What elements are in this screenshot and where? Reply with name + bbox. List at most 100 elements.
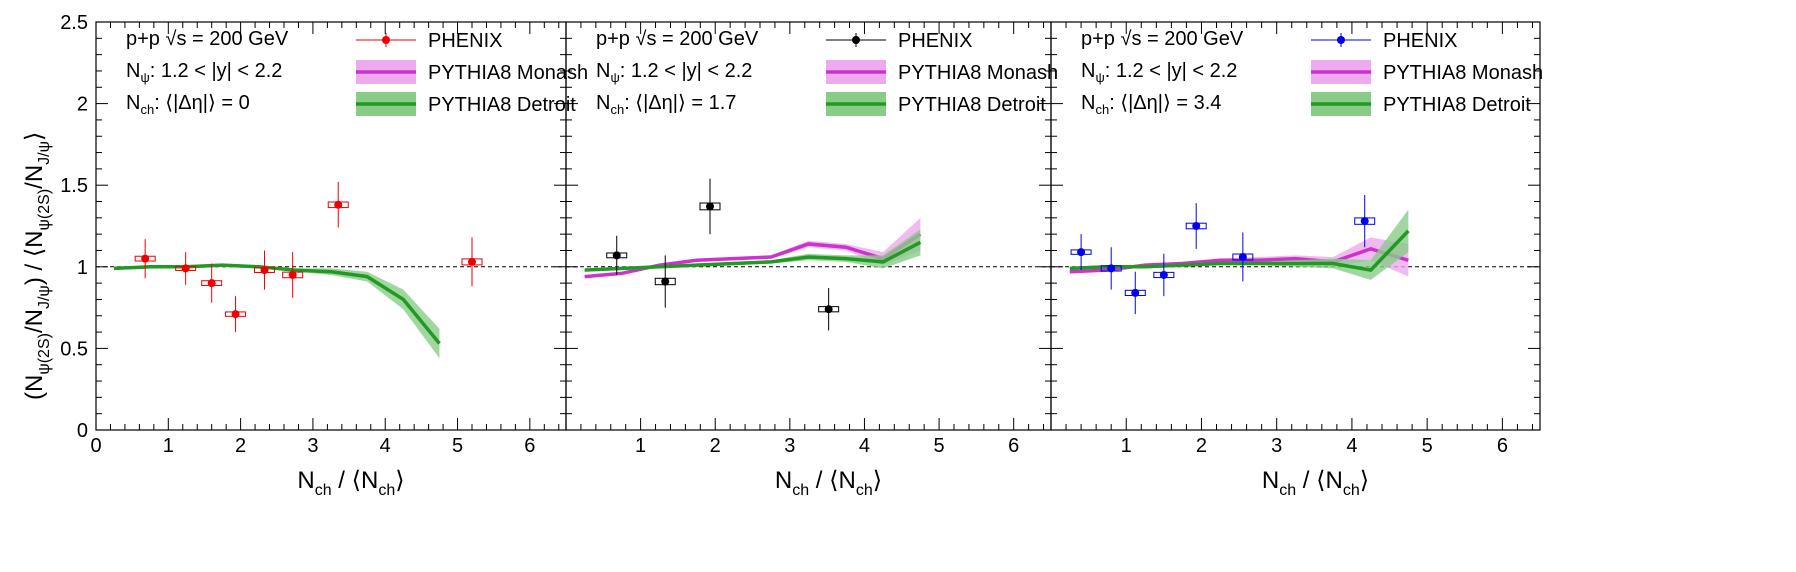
- phenix-point: [1100, 247, 1122, 290]
- legend-monash-label: PYTHIA8 Monash: [898, 62, 1058, 84]
- legend-phenix-label: PHENIX: [1383, 30, 1457, 52]
- x-tick-label: 4: [380, 435, 391, 457]
- pythia8-monash-band: [1069, 237, 1409, 277]
- x-tick-label: 2: [1196, 435, 1207, 457]
- marker: [706, 202, 715, 211]
- marker: [1077, 248, 1086, 257]
- marker: [181, 264, 190, 273]
- legend-monash-label: PYTHIA8 Monash: [1383, 62, 1543, 84]
- marker: [1159, 270, 1168, 279]
- info-text: p+p √s = 200 GeV Nψ: 1.2 < |y| < 2.2 Nch: …: [596, 28, 759, 117]
- pythia8-detroit-band: [584, 229, 921, 272]
- marker: [1360, 217, 1369, 226]
- marker: [207, 279, 216, 288]
- panels: 0 1 2 3 4 5 6 0 0.5 1 1.5 2 2.5 p+p √s = 200 GeV Nψ: 1…: [60, 12, 1543, 499]
- y-tick-label: 1: [77, 257, 88, 279]
- phenix-point: [327, 181, 349, 228]
- x-tick-label: 1: [635, 435, 646, 457]
- panel-frame: [1050, 21, 1541, 431]
- pythia8-detroit-line: [113, 263, 441, 345]
- panel-2: 1 2 3 4 5 6 p+p √s = 200 GeV Nψ: 1.2 < |y| < 2.…: [565, 21, 1058, 499]
- phenix-point: [134, 239, 156, 279]
- marker: [1131, 288, 1140, 297]
- pythia8-detroit-line: [584, 240, 922, 272]
- panel-3: 1 2 3 4 5 6 p+p √s = 200 GeV Nψ: 1.2 < |y| < 2.…: [1050, 21, 1543, 499]
- y-tick-label: 2.5: [60, 12, 88, 34]
- x-tick-label: 2: [235, 435, 246, 457]
- x-tick-label: 6: [1497, 435, 1508, 457]
- phenix-point: [225, 296, 247, 333]
- pythia8-detroit-line: [1069, 229, 1410, 272]
- legend: PHENIX PYTHIA8 Monash PYTHIA8 Detroit: [826, 30, 1058, 116]
- marker: [1238, 253, 1247, 262]
- legend-phenix-label: PHENIX: [428, 30, 502, 52]
- legend: PHENIX PYTHIA8 Monash PYTHIA8 Detroit: [1311, 30, 1543, 116]
- rapidity-label: Nψ: 1.2 < |y| < 2.2: [126, 60, 282, 85]
- x-tick-label: 1: [1121, 435, 1132, 457]
- panel-1: 0 1 2 3 4 5 6 0 0.5 1 1.5 2 2.5 p+p √s = 200 GeV Nψ: 1…: [60, 12, 588, 499]
- legend-phenix-marker: [852, 36, 860, 44]
- x-tick-label: 3: [1271, 435, 1282, 457]
- info-text: p+p √s = 200 GeV Nψ: 1.2 < |y| < 2.2 Nch: …: [126, 28, 289, 117]
- x-axis-title: Nch / ⟨Nch⟩: [775, 467, 882, 499]
- y-tick-label: 2: [77, 94, 88, 116]
- x-axis-title: Nch / ⟨Nch⟩: [297, 467, 404, 499]
- marker: [1192, 222, 1201, 230]
- phenix-point: [606, 235, 628, 275]
- phenix-point: [1153, 253, 1175, 297]
- collision-label: p+p √s = 200 GeV: [596, 28, 759, 50]
- x-tick-label: 0: [90, 435, 101, 457]
- phenix-point: [818, 288, 840, 331]
- x-tick-label: 2: [710, 435, 721, 457]
- legend-detroit-label: PYTHIA8 Detroit: [898, 94, 1046, 116]
- rapidity-label: Nψ: 1.2 < |y| < 2.2: [596, 60, 752, 85]
- x-tick-label: 4: [859, 435, 870, 457]
- phenix-point: [1185, 203, 1207, 249]
- x-tick-label: 6: [1008, 435, 1019, 457]
- x-tick-label: 5: [452, 435, 463, 457]
- y-tick-label: 0.5: [60, 338, 88, 360]
- eta-gap-label: Nch: ⟨|Δη|⟩ = 3.4: [1081, 92, 1221, 117]
- collision-label: p+p √s = 200 GeV: [1081, 28, 1244, 50]
- phenix-point: [253, 250, 275, 290]
- marker: [231, 310, 240, 319]
- x-axis-title: Nch / ⟨Nch⟩: [1262, 467, 1369, 499]
- legend: PHENIX PYTHIA8 Monash PYTHIA8 Detroit: [356, 30, 588, 116]
- marker: [468, 257, 476, 266]
- marker: [288, 270, 297, 279]
- legend-phenix-label: PHENIX: [898, 30, 972, 52]
- marker: [612, 251, 621, 260]
- x-tick-label: 6: [524, 435, 535, 457]
- x-tick-label: 1: [163, 435, 174, 457]
- legend-phenix-marker: [382, 36, 390, 44]
- marker: [260, 266, 269, 275]
- marker: [1107, 264, 1116, 273]
- legend-phenix-marker: [1337, 36, 1345, 44]
- x-tick-label: 5: [934, 435, 945, 457]
- marker: [661, 277, 670, 286]
- marker: [824, 305, 833, 314]
- legend-detroit-label: PYTHIA8 Detroit: [1383, 94, 1531, 116]
- y-axis-title: (Nψ(2S)/NJ/ψ) / ⟨Nψ(2S)/NJ/ψ⟩: [21, 132, 53, 400]
- x-tick-label: 3: [784, 435, 795, 457]
- legend-monash-label: PYTHIA8 Monash: [428, 62, 588, 84]
- phenix-point: [1124, 271, 1146, 315]
- eta-gap-label: Nch: ⟨|Δη|⟩ = 1.7: [596, 92, 736, 117]
- x-tick-label: 5: [1422, 435, 1433, 457]
- phenix-point: [282, 252, 304, 298]
- phenix-point: [1232, 232, 1254, 282]
- pythia8-detroit-band: [114, 263, 440, 359]
- phenix-point: [654, 255, 676, 308]
- phenix-point: [1354, 194, 1376, 248]
- collision-label: p+p √s = 200 GeV: [126, 28, 289, 50]
- y-tick-label: 0: [77, 420, 88, 442]
- phenix-point: [1070, 234, 1092, 271]
- x-tick-label: 4: [1346, 435, 1357, 457]
- phenix-point: [175, 252, 197, 285]
- rapidity-label: Nψ: 1.2 < |y| < 2.2: [1081, 60, 1237, 85]
- phenix-point: [201, 263, 223, 303]
- marker: [141, 254, 150, 263]
- y-axis-label: (Nψ(2S)/NJ/ψ) / ⟨Nψ(2S)/NJ/ψ⟩: [21, 132, 53, 400]
- marker: [334, 200, 343, 209]
